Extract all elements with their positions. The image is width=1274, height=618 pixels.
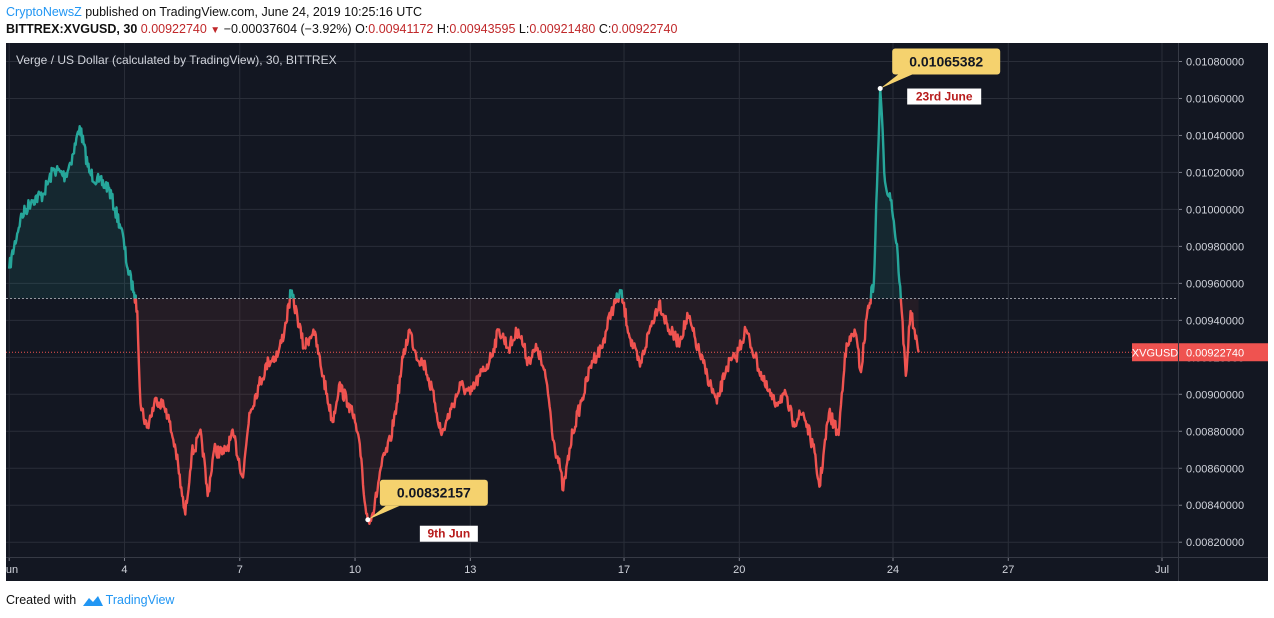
created-with-label: Created with: [6, 593, 77, 607]
x-tick-label: 27: [1002, 564, 1014, 576]
chart-title: Verge / US Dollar (calculated by Trading…: [16, 53, 337, 67]
y-tick-label: 0.00880000: [1186, 426, 1244, 438]
x-tick-label: 13: [464, 564, 476, 576]
y-tick-label: 0.00960000: [1186, 278, 1244, 290]
symbol-tag: [1132, 343, 1178, 362]
callout-box: [892, 48, 1001, 75]
published-text: published on TradingView.com, June 24, 2…: [81, 5, 422, 19]
price-axis[interactable]: 0.00820000 0.00840000 0.00860000 0.00880000…: [1132, 43, 1268, 581]
change-value: −0.00037604 (−3.92%): [223, 22, 352, 36]
last-price-tag-label: 0.00922740: [1186, 347, 1244, 359]
callout-pointer: [880, 74, 913, 89]
grid-lines: [6, 43, 1178, 557]
symbol-tag-label: XVGUSD: [1132, 347, 1179, 359]
publish-info: CryptoNewsZ published on TradingView.com…: [6, 5, 422, 19]
x-tick-label: 7: [237, 564, 243, 576]
open-value: 0.00941172: [368, 22, 434, 36]
last-price: 0.00922740: [140, 22, 207, 36]
callout-value: 0.01065382: [909, 54, 983, 70]
close-label: C:: [598, 22, 612, 36]
x-tick-label: 24: [887, 564, 899, 576]
y-tick-label: 0.01020000: [1186, 167, 1244, 179]
price-chart[interactable]: 0.01065382 23rd June 0.00832157 9th Jun 0.0…: [0, 43, 1268, 581]
y-tick-label: 0.01060000: [1186, 93, 1244, 105]
up-area-fill: [9, 88, 919, 299]
chart-background: [6, 43, 1268, 581]
footer: Created with TradingView: [6, 593, 174, 607]
y-tick-label: 0.00980000: [1186, 241, 1244, 253]
low-value: 0.00921480: [529, 22, 596, 36]
chart-container[interactable]: 0.01065382 23rd June 0.00832157 9th Jun 0.0…: [0, 43, 1268, 581]
y-tick-label: 0.00860000: [1186, 463, 1244, 475]
change-arrow-icon: ▼: [210, 25, 221, 36]
date-label-box: [907, 88, 982, 105]
callout-pointer: [367, 505, 400, 520]
tradingview-link[interactable]: TradingView: [105, 593, 175, 607]
y-tick-label: 0.00940000: [1186, 315, 1244, 327]
y-tick-label: 0.00820000: [1186, 537, 1244, 549]
high-value: 0.00943595: [449, 22, 516, 36]
x-tick-label: 20: [733, 564, 745, 576]
reference-lines: [6, 298, 1178, 353]
price-line-below-baseline: [133, 298, 920, 525]
open-label: O:: [355, 22, 369, 36]
symbol-label: BITTREX:XVGUSD, 30: [6, 22, 138, 36]
y-tick-label: 0.01000000: [1186, 204, 1244, 216]
low-label: L:: [518, 22, 530, 36]
y-tick-label: 0.00840000: [1186, 500, 1244, 512]
annotations: 0.01065382 23rd June 0.00832157 9th Jun: [365, 48, 1001, 542]
last-price-tag: [1179, 343, 1268, 362]
callout-value: 0.00832157: [397, 485, 471, 501]
y-tick-label: 0.01040000: [1186, 130, 1244, 142]
price-lines: [8, 87, 920, 525]
x-tick-label: 17: [618, 564, 630, 576]
down-area-fill: [134, 298, 919, 524]
x-tick-label: 4: [121, 564, 127, 576]
ohlc-bar: BITTREX:XVGUSD, 30 0.00922740 ▼ −0.00037…: [6, 22, 677, 36]
y-tick-label: 0.00900000: [1186, 389, 1244, 401]
area-fills: [9, 88, 919, 524]
extremum-point: [877, 86, 883, 92]
date-label-box: [419, 525, 478, 542]
high-label: H:: [436, 22, 450, 36]
author-link[interactable]: CryptoNewsZ: [6, 5, 82, 19]
x-tick-label: Jul: [1155, 564, 1169, 576]
callout-box: [379, 479, 488, 506]
tradingview-logo-icon: [82, 596, 103, 606]
x-tick-label: 10: [349, 564, 361, 576]
y-tick-label: 0.01080000: [1186, 56, 1244, 68]
extremum-point: [365, 517, 371, 523]
x-tick-label: Jun: [6, 564, 18, 576]
close-value: 0.00922740: [611, 22, 678, 36]
date-label: 23rd June: [916, 90, 973, 104]
date-label: 9th Jun: [428, 527, 471, 541]
